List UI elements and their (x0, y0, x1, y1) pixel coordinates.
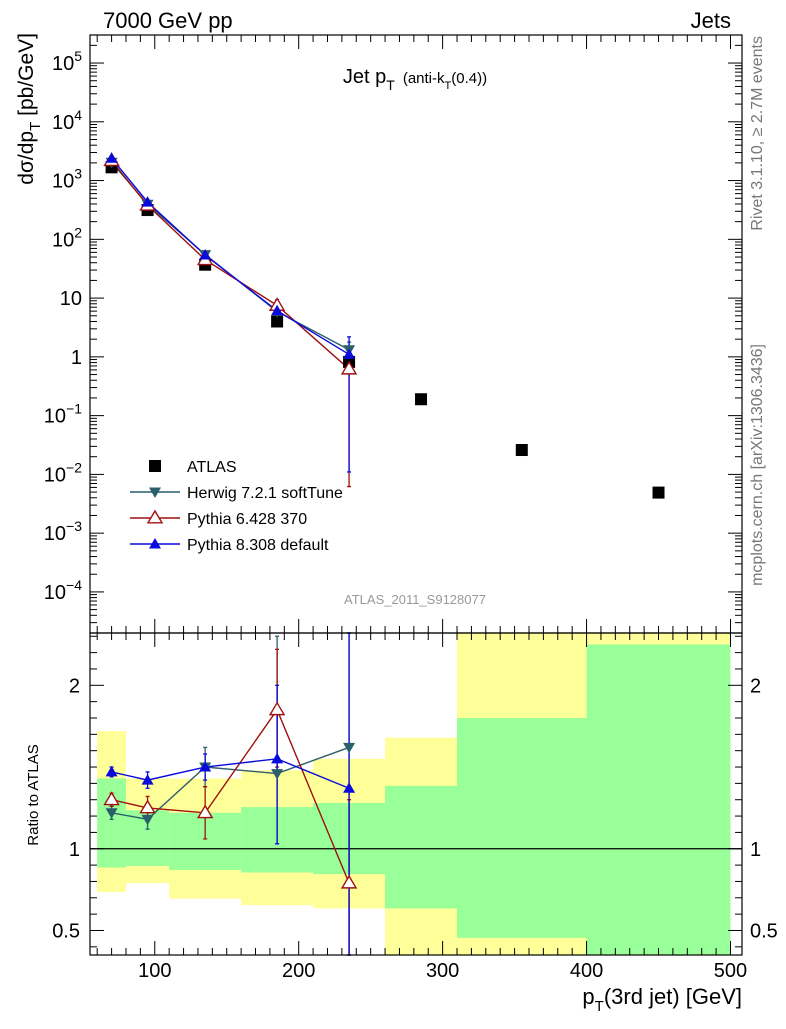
main-y-tick-label-8: 10−3 (44, 518, 82, 545)
ratio-point-series-1-2 (196, 804, 214, 819)
ratio-point-series-0-0 (105, 808, 118, 819)
ratio-y-tick-label-right-1: 1 (750, 839, 761, 861)
legend-marker-3 (149, 538, 161, 549)
source-label: mcplots.cern.ch [arXiv:1306.3436] (749, 344, 766, 586)
legend-marker-1 (149, 487, 161, 498)
ratio-point-series-2-2 (199, 761, 212, 772)
main-panel-marks (103, 152, 665, 499)
rivet-label: Rivet 3.1.10, ≥ 2.7M events (749, 36, 766, 231)
main-point-series-3-1 (141, 196, 154, 207)
main-y-tick-label-3: 102 (52, 224, 82, 251)
main-point-series-3-3 (271, 304, 284, 316)
main-y-tick-label-4: 10 (60, 288, 82, 310)
ratio-y-tick-label-right-0: 0.5 (750, 920, 778, 942)
main-point-series-3-0 (105, 152, 118, 163)
legend-label-1: Herwig 7.2.1 softTune (187, 485, 343, 502)
ratio-point-series-2-0 (105, 765, 118, 777)
ratio-frame (89, 632, 743, 956)
legend-label-3: Pythia 8.308 default (187, 537, 329, 554)
main-point-atlas-3 (271, 315, 284, 328)
main-point-series-2-4 (340, 360, 358, 375)
ratio-point-series-1-0 (103, 791, 120, 806)
band-green-5 (385, 785, 458, 909)
main-y-tick-label-5: 1 (71, 347, 82, 369)
band-green-6 (457, 717, 587, 938)
x-tick-label-1: 200 (282, 960, 315, 982)
main-y-tick-label-6: 10−1 (44, 401, 82, 428)
x-tick-label-4: 500 (714, 960, 747, 982)
ratio-y-tick-label-right-2: 2 (750, 675, 761, 697)
main-point-atlas-7 (652, 486, 665, 499)
x-tick-label-3: 400 (570, 960, 603, 982)
main-y-tick-label-1: 104 (52, 107, 82, 134)
main-point-atlas-6 (515, 444, 528, 457)
ratio-point-series-1-4 (340, 874, 358, 889)
ratio-panel-marks (90, 632, 742, 956)
ratio-point-series-0-3 (271, 769, 284, 780)
ratio-point-series-1-1 (139, 799, 156, 814)
x-axis-label: pT(3rd jet) [GeV] (582, 984, 742, 1015)
category-label: Jets (691, 8, 731, 33)
ratio-point-series-0-1 (141, 814, 154, 826)
main-y-tick-label-9: 10−4 (44, 577, 82, 604)
main-point-series-3-4 (343, 348, 356, 359)
x-tick-label-2: 300 (426, 960, 459, 982)
legend-marker-0 (149, 460, 161, 472)
ratio-point-series-2-3 (271, 752, 284, 764)
ratio-uncertainty-bands (97, 633, 731, 955)
ratio-point-series-2-4 (343, 782, 356, 793)
main-title: Jet pT (anti-kT(0.4)) (343, 66, 487, 93)
main-line-series-1 (111, 161, 350, 351)
main-y-tick-label-2: 103 (52, 166, 82, 193)
ratio-point-series-2-1 (141, 774, 154, 785)
legend-label-2: Pythia 6.428 370 (187, 511, 307, 528)
main-point-series-3-2 (199, 249, 212, 260)
ratio-y-tick-label-0: 0.5 (52, 920, 80, 942)
main-y-axis-label: dσ/dpT [pb/GeV] (15, 33, 44, 185)
main-point-atlas-5 (415, 393, 428, 406)
legend: ATLAS Herwig 7.2.1 softTune Pythia 6.428 3… (130, 459, 343, 554)
main-y-tick-label-7: 10−2 (44, 459, 82, 486)
ratio-y-tick-label-1: 1 (69, 839, 80, 861)
main-line-series-3 (111, 157, 350, 356)
band-green-7 (586, 644, 731, 955)
legend-label-0: ATLAS (187, 459, 237, 476)
x-tick-label-0: 100 (138, 960, 171, 982)
ratio-point-series-1-3 (268, 701, 286, 716)
ratio-point-series-0-4 (343, 742, 356, 754)
beam-label: 7000 GeV pp (103, 8, 233, 33)
analysis-label: ATLAS_2011_S9128077 (344, 592, 486, 607)
legend-marker-2 (146, 509, 164, 524)
ratio-y-tick-label-2: 2 (69, 675, 80, 697)
main-y-tick-label-0: 105 (52, 48, 82, 75)
main-line-series-2 (111, 160, 350, 370)
ratio-y-axis-label: Ratio to ATLAS (25, 744, 42, 845)
